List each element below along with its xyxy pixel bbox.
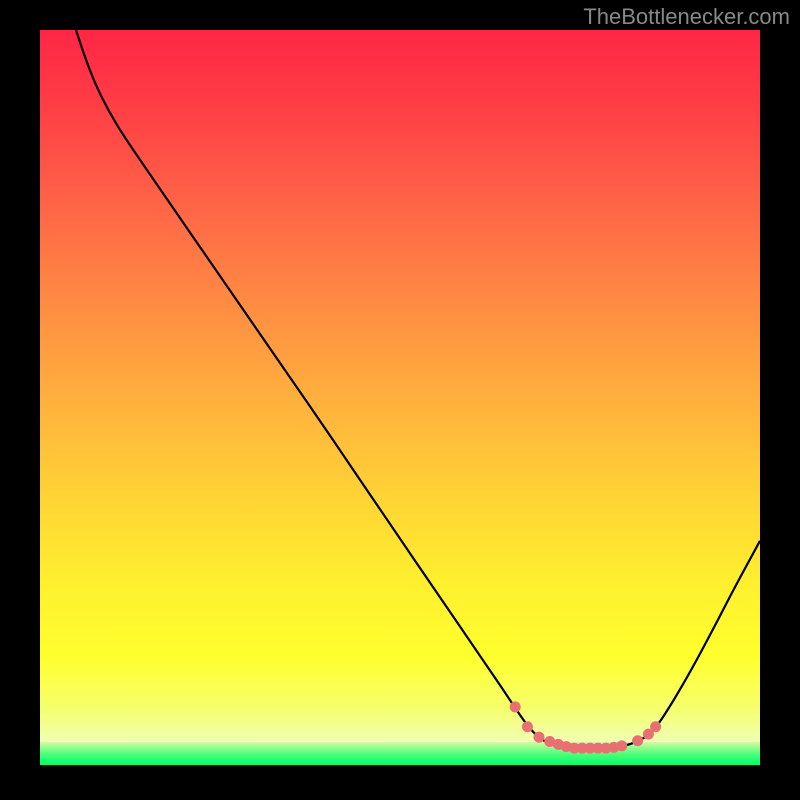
data-dot: [632, 735, 643, 746]
data-dot: [533, 732, 544, 743]
green-optimal-band: [40, 743, 760, 765]
data-dot: [510, 701, 521, 712]
plot-area: [40, 30, 760, 765]
data-dot: [522, 721, 533, 732]
bottleneck-curve: [76, 30, 760, 749]
watermark-text: TheBottlenecker.com: [583, 4, 790, 30]
data-dot: [616, 740, 627, 751]
chart-svg: [40, 30, 760, 765]
data-dot: [650, 721, 661, 732]
